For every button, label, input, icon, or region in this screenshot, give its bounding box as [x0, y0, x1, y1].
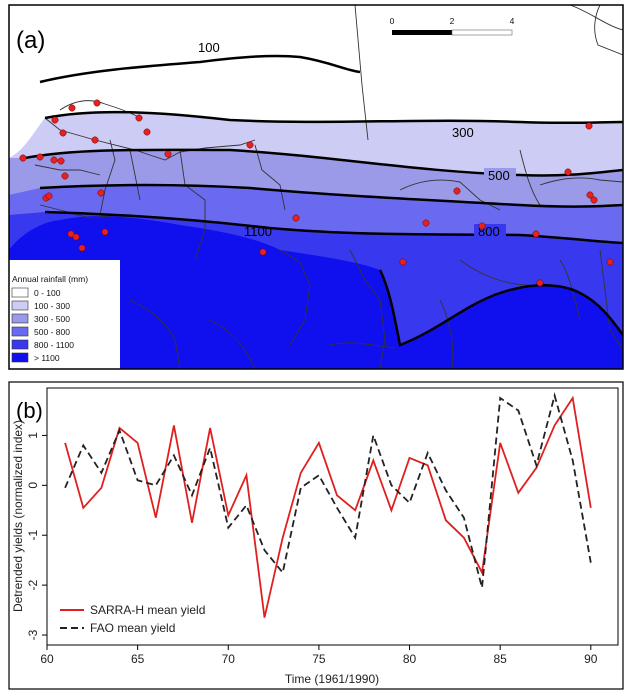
series-layer [64, 392, 592, 618]
y-axis-label: Detrended yields (normalized index) [11, 420, 25, 612]
station-marker [164, 150, 172, 158]
station-marker [399, 258, 407, 266]
station-marker [50, 156, 58, 164]
station-marker [57, 157, 65, 165]
legend-swatch-5 [11, 352, 29, 363]
station-marker [68, 104, 76, 112]
station-marker [101, 228, 109, 236]
station-marker [97, 189, 105, 197]
x-tick-label: 85 [493, 652, 507, 666]
station-marker [585, 122, 593, 130]
station-marker [59, 129, 67, 137]
plot-area [46, 387, 619, 646]
yield-chart-panel: (b) 60 65 70 75 80 85 90 -3 -2 -1 0 1 Time (1961/1… [8, 381, 624, 690]
legend-swatch-0 [11, 287, 29, 298]
x-tick-label: 90 [584, 652, 598, 666]
y-tick-label: -3 [26, 629, 40, 640]
scale-tick-0: 0 [390, 16, 395, 26]
scale-tick-4: 4 [510, 16, 515, 26]
country-borders [34, 5, 623, 369]
station-marker [422, 219, 430, 227]
station-marker [536, 279, 544, 287]
station-marker [78, 244, 86, 252]
x-tick-label: 60 [40, 652, 54, 666]
station-marker [532, 230, 540, 238]
legend-title: Annual rainfall (mm) [12, 274, 88, 284]
x-tick-label: 80 [403, 652, 417, 666]
series-line-sarra-h [64, 395, 592, 618]
station-marker [586, 191, 594, 199]
station-marker [259, 248, 267, 256]
station-markers [19, 99, 614, 287]
y-tick-label: 0 [26, 482, 40, 489]
legend-label-3: 500 - 800 [34, 327, 70, 337]
station-marker [72, 233, 80, 241]
y-tick-label: -1 [26, 530, 40, 541]
legend-label-sarra-h: SARRA-H mean yield [90, 603, 205, 617]
isohyet-label-1100: 1100 [244, 224, 272, 239]
map-panel-label: (a) [16, 27, 45, 54]
legend-label-1: 100 - 300 [34, 301, 70, 311]
station-marker [606, 258, 614, 266]
station-marker [93, 99, 101, 107]
legend-label-4: 800 - 1100 [34, 340, 74, 350]
legend-swatch-1 [11, 300, 29, 311]
scale-bar: 0 2 4 [390, 16, 515, 36]
isohyet-label-500: 500 [488, 168, 510, 183]
station-marker [590, 196, 598, 204]
legend-swatch-3 [11, 326, 29, 337]
rainfall-legend: Annual rainfall (mm) 0 - 100 100 - 300 300… [11, 274, 88, 363]
legend-swatch-2 [11, 313, 29, 324]
scale-tick-2: 2 [450, 16, 455, 26]
station-marker [36, 153, 44, 161]
isohyet-lines [24, 54, 623, 347]
legend-swatch-4 [11, 339, 29, 350]
legend-label-0: 0 - 100 [34, 288, 61, 298]
station-marker [91, 136, 99, 144]
station-marker [67, 230, 75, 238]
x-tick-label: 65 [131, 652, 145, 666]
isohyet-label-100: 100 [198, 40, 220, 55]
map-panel: 100 300 500 800 1100 (a) 0 2 4 [8, 4, 624, 370]
station-marker [61, 172, 69, 180]
y-tick-label: -2 [26, 579, 40, 590]
station-marker [453, 187, 461, 195]
series-line-fao [64, 392, 592, 588]
station-marker [564, 168, 572, 176]
y-tick-label: 1 [26, 432, 40, 439]
chart-legend: SARRA-H mean yield FAO mean yield [60, 603, 205, 635]
legend-label-5: > 1100 [34, 353, 60, 363]
station-marker [135, 114, 143, 122]
y-axis: -3 -2 -1 0 1 [26, 432, 47, 640]
x-tick-label: 70 [222, 652, 236, 666]
legend-label-fao: FAO mean yield [90, 621, 175, 635]
legend-label-2: 300 - 500 [34, 314, 70, 324]
chart-panel-label: (b) [16, 398, 43, 423]
rainfall-zone-over-1100 [9, 216, 623, 369]
station-marker [143, 128, 151, 136]
x-axis-label: Time (1961/1990) [285, 672, 379, 686]
station-marker [292, 214, 300, 222]
x-axis: 60 65 70 75 80 85 90 [40, 645, 598, 666]
station-marker [51, 116, 59, 124]
station-marker [19, 154, 27, 162]
station-marker [246, 141, 254, 149]
station-marker [478, 222, 486, 230]
x-tick-label: 75 [312, 652, 326, 666]
station-marker [45, 192, 53, 200]
isohyet-label-300: 300 [452, 125, 474, 140]
